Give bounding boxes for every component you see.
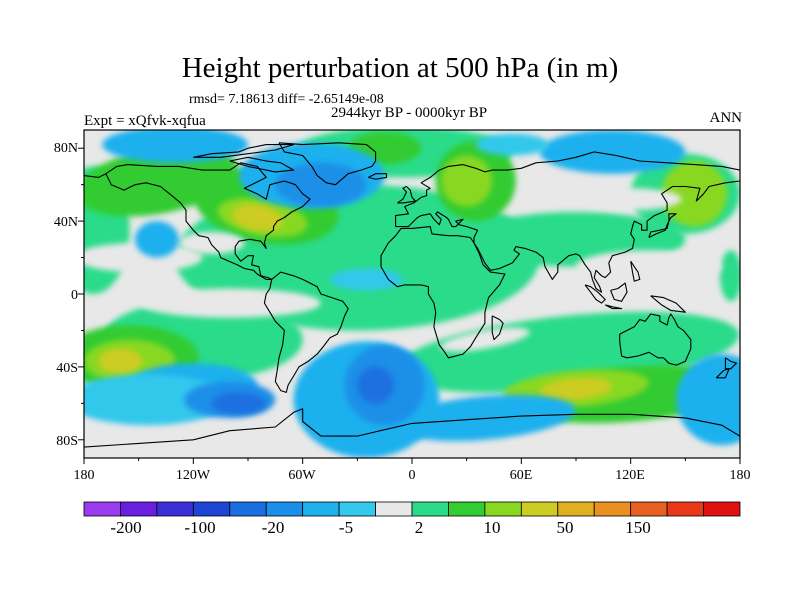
colorbar-swatch	[156, 501, 194, 517]
experiment-label: Expt = xQfvk-xqfua	[84, 113, 206, 129]
contour-region	[84, 374, 230, 426]
contour-region	[579, 188, 682, 211]
colorbar-label: 2	[414, 518, 424, 537]
colorbar-label: 150	[625, 518, 651, 537]
contour-region	[98, 348, 143, 375]
contour-region	[676, 354, 740, 446]
coastline	[263, 271, 349, 393]
contour-region	[661, 160, 728, 227]
contour-region	[231, 204, 283, 231]
colorbar-label: -5	[338, 518, 354, 537]
contour-region	[539, 377, 613, 401]
lon-label-180w: 180	[73, 468, 95, 483]
contour-region	[539, 130, 686, 174]
coastline	[715, 368, 730, 379]
coastline	[368, 173, 388, 180]
lon-label-120w: 120W	[175, 468, 211, 483]
colorbar-swatch	[229, 501, 267, 517]
coastline	[619, 313, 692, 366]
coastline	[610, 282, 628, 302]
colorbar-swatch	[265, 501, 304, 517]
contour-region	[135, 221, 179, 258]
stats-label: rmsd= 7.18613 diff= -2.65149e-08	[189, 92, 384, 107]
coastline	[491, 315, 504, 341]
coastline	[84, 408, 740, 448]
colorbar-label: 10	[483, 518, 501, 537]
coastline	[630, 260, 641, 282]
lon-label-120e: 120E	[615, 468, 645, 483]
coastline	[584, 284, 606, 304]
coastline	[84, 173, 107, 178]
contour-region	[475, 133, 549, 156]
lat-label-0: 0	[71, 288, 78, 303]
colorbar-swatch	[484, 501, 522, 517]
colorbar-swatch	[703, 501, 741, 517]
contour-region	[441, 155, 493, 207]
lat-label-40s: 40S	[56, 361, 78, 376]
contour-region	[178, 232, 245, 254]
season-label: ANN	[709, 110, 743, 126]
colorbar-swatch	[557, 501, 595, 517]
lon-label-60e: 60E	[509, 468, 533, 483]
colorbar-swatch	[375, 501, 413, 517]
coastline	[105, 162, 311, 280]
map-title: Height perturbation at 500 hPa (in m)	[181, 52, 619, 84]
colorbar	[83, 501, 741, 517]
coastline	[724, 357, 737, 370]
contour-region	[394, 394, 576, 442]
colorbar-swatch	[520, 501, 559, 517]
colorbar-label: -200	[110, 518, 142, 537]
coastline	[648, 213, 677, 238]
colorbar-swatch	[593, 501, 632, 517]
colorbar-swatch	[666, 501, 704, 517]
contour-region	[211, 392, 267, 415]
coastline	[604, 304, 623, 310]
colorbar-swatch	[338, 501, 376, 517]
contour-region	[357, 366, 394, 404]
coastline	[650, 295, 686, 313]
colorbar-swatch	[192, 501, 231, 517]
contour-region	[102, 130, 248, 163]
colorbar-swatch	[120, 501, 158, 517]
colorbar-label: -20	[261, 518, 285, 537]
colorbar-label: 50	[556, 518, 574, 537]
contour-region	[576, 250, 722, 284]
coastline	[395, 180, 740, 293]
contour-field	[84, 130, 740, 458]
coastline	[193, 144, 295, 158]
lat-label-80n: 80N	[53, 141, 78, 156]
coastline	[229, 156, 295, 173]
colorbar-swatch	[411, 501, 449, 517]
coastline	[395, 151, 740, 227]
coastline	[380, 226, 506, 359]
colorbar-label: -100	[184, 518, 216, 537]
colorbar-swatch	[630, 501, 668, 517]
contour-region	[719, 250, 740, 302]
contour-region	[275, 162, 367, 207]
lon-label-180e: 180	[729, 468, 751, 483]
lat-label-40n: 40N	[53, 215, 78, 230]
lat-label-80s: 80S	[56, 434, 78, 449]
colorbar-swatch	[302, 501, 340, 517]
lon-label-0: 0	[408, 468, 416, 483]
contour-region	[439, 327, 530, 352]
colorbar-swatch	[448, 501, 486, 517]
coastline	[278, 142, 377, 186]
colorbar-swatch	[83, 501, 121, 517]
contour-region	[138, 288, 321, 318]
lon-label-60w: 60W	[288, 468, 316, 483]
contour-region	[330, 268, 403, 291]
coastline	[397, 185, 417, 204]
period-label: 2944kyr BP - 0000kyr BP	[330, 105, 488, 121]
